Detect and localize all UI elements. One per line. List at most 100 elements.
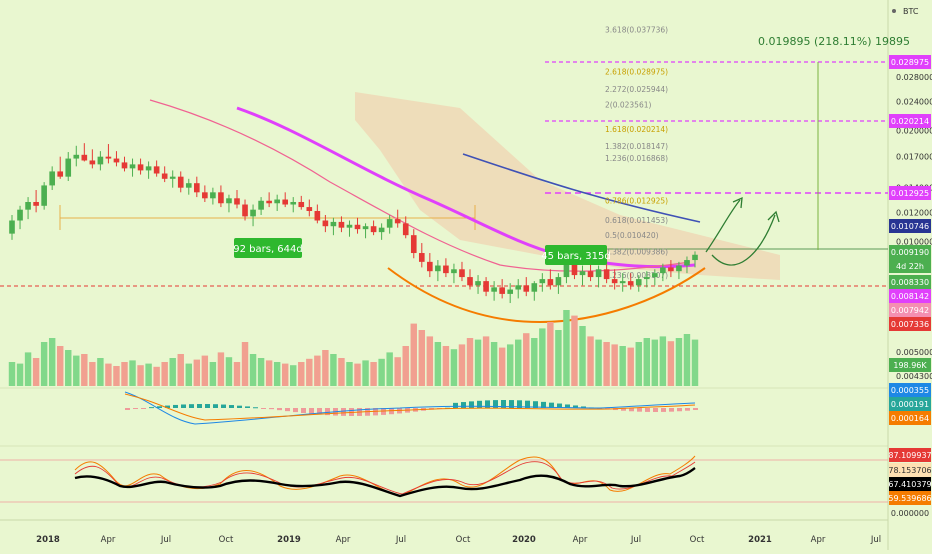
bars-label-2: 45 bars, 315d xyxy=(541,251,611,262)
macd-bar xyxy=(581,406,586,408)
candle-body xyxy=(427,261,433,272)
price-badge-label: 0.007336 xyxy=(891,320,929,329)
candle-body xyxy=(555,277,562,286)
candle-body xyxy=(475,281,481,286)
macd-bar xyxy=(597,408,602,409)
volume-bar xyxy=(490,342,498,386)
projection-arrow-1 xyxy=(705,199,741,253)
volume-bar xyxy=(426,336,434,386)
volume-bar xyxy=(523,333,530,386)
bars-label-1-box xyxy=(234,238,302,258)
price-badge-label: 0.008330 xyxy=(891,278,929,287)
volume-bar xyxy=(450,349,458,386)
candle-body xyxy=(587,271,594,278)
candle-body xyxy=(105,156,112,159)
macd-bar xyxy=(629,408,634,412)
projection-arrow-2 xyxy=(711,214,776,266)
currency-label: BTC xyxy=(903,7,919,16)
macd-bar xyxy=(165,405,170,408)
volume-bar xyxy=(643,338,651,386)
volume-bar xyxy=(145,363,152,386)
candle-body xyxy=(451,269,457,274)
signal-line xyxy=(124,393,696,421)
volume-bar xyxy=(201,355,209,386)
candle-body xyxy=(258,200,264,210)
macd-bar xyxy=(637,408,642,412)
price-badge xyxy=(889,114,931,128)
candle-body xyxy=(193,183,200,193)
stoch-badge-label: 67.410379 xyxy=(888,480,931,489)
price-badge xyxy=(889,55,931,69)
volume-bar xyxy=(555,330,562,386)
candle-body xyxy=(483,281,489,292)
volume-bar xyxy=(290,365,297,386)
price-tick: 0.017000 xyxy=(896,153,932,162)
macd-bar xyxy=(693,408,698,411)
volume-bar xyxy=(249,354,257,386)
macd-badge xyxy=(889,411,931,425)
time-tick: Oct xyxy=(690,535,705,545)
volume-bar xyxy=(434,342,442,386)
macd-bar xyxy=(621,408,626,411)
price-badge xyxy=(889,186,931,200)
stoch-badge-label: 78.153706 xyxy=(888,466,931,475)
volume-bar xyxy=(563,310,570,386)
price-badge xyxy=(889,259,931,273)
fib-label: 2.272(0.025944) xyxy=(605,85,668,94)
bars-label-1: 92 bars, 644d xyxy=(233,244,303,255)
price-badge xyxy=(889,317,931,331)
macd-bar xyxy=(221,404,226,408)
candle-body xyxy=(129,164,136,169)
volume-bar xyxy=(113,366,120,386)
volume-bar xyxy=(346,362,353,386)
volume-bar xyxy=(121,362,128,386)
macd-bar xyxy=(517,400,522,408)
candle-body xyxy=(57,171,64,177)
candle-body xyxy=(121,162,128,169)
price-badge-label: 0.012925 xyxy=(891,189,929,198)
cup-curve xyxy=(387,267,706,324)
macd-bar xyxy=(461,402,466,408)
volume-bar xyxy=(16,363,24,386)
macd-badge xyxy=(889,383,931,397)
price-tick: 0.010000 xyxy=(896,237,932,246)
candle-body xyxy=(145,166,152,171)
candle-body xyxy=(394,219,401,224)
candle-body xyxy=(338,221,345,228)
price-badge xyxy=(889,275,931,289)
candle-body xyxy=(467,277,473,286)
candle-body xyxy=(161,173,168,179)
time-tick: 2019 xyxy=(277,535,301,545)
macd-bar xyxy=(301,408,306,414)
candle-body xyxy=(250,209,256,217)
candle-body xyxy=(571,263,578,276)
candle-body xyxy=(378,227,385,233)
macd-bar xyxy=(341,408,346,416)
candle-body xyxy=(611,279,618,284)
candle-body xyxy=(210,192,216,199)
price-badge-label: 0.020214 xyxy=(891,117,929,126)
volume-bar xyxy=(265,360,273,386)
candle-body xyxy=(595,269,602,278)
volume-bar xyxy=(651,339,659,386)
macd-bar xyxy=(309,408,314,414)
time-tick: 2020 xyxy=(512,535,536,545)
fib-label: 1.618(0.020214) xyxy=(605,125,668,134)
settings-dot-icon[interactable] xyxy=(892,9,896,13)
ma-slow-line xyxy=(236,106,696,269)
macd-bar xyxy=(573,405,578,408)
volume-bars xyxy=(8,310,699,386)
volume-bar xyxy=(48,338,56,386)
candle-body xyxy=(370,226,377,233)
stoch-badge-label: 87.109937 xyxy=(888,451,931,460)
macd-bar xyxy=(157,406,162,408)
fib-label: 0.5(0.010420) xyxy=(605,231,659,240)
candle-body xyxy=(242,204,248,217)
candle-body xyxy=(113,158,120,163)
volume-bar xyxy=(257,358,265,386)
candle-body xyxy=(314,210,321,221)
volume-bar xyxy=(362,360,369,386)
macd-badge-label: 0.000191 xyxy=(891,400,929,409)
